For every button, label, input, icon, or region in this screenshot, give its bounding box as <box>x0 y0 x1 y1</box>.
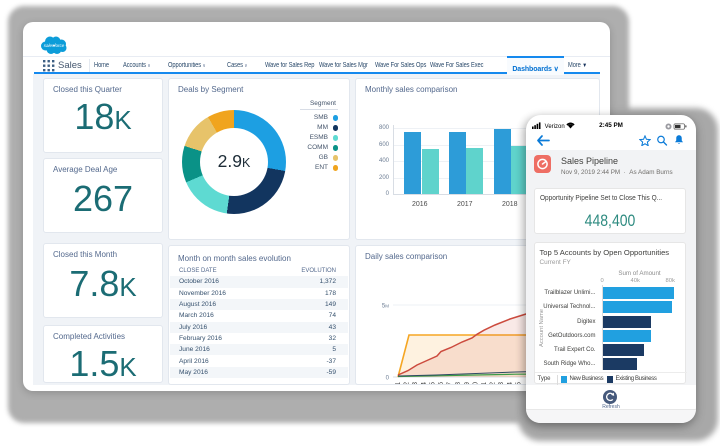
svg-text:salesforce: salesforce <box>44 43 65 48</box>
svg-text:5M: 5M <box>382 304 389 310</box>
svg-text:10: 10 <box>472 382 479 385</box>
svg-text:4: 4 <box>421 382 428 385</box>
svg-text:2: 2 <box>404 382 411 385</box>
svg-text:7: 7 <box>447 382 454 385</box>
svg-text:9: 9 <box>464 382 471 385</box>
svg-text:1: 1 <box>395 382 402 385</box>
svg-text:3: 3 <box>412 382 419 385</box>
svg-text:15: 15 <box>515 382 522 385</box>
svg-text:6: 6 <box>438 382 445 385</box>
svg-text:14: 14 <box>507 382 514 385</box>
svg-text:0: 0 <box>386 376 390 382</box>
svg-text:8: 8 <box>455 382 462 385</box>
svg-text:5: 5 <box>429 382 436 385</box>
svg-text:13: 13 <box>498 382 505 385</box>
svg-text:11: 11 <box>481 382 488 385</box>
svg-text:12: 12 <box>490 382 497 385</box>
